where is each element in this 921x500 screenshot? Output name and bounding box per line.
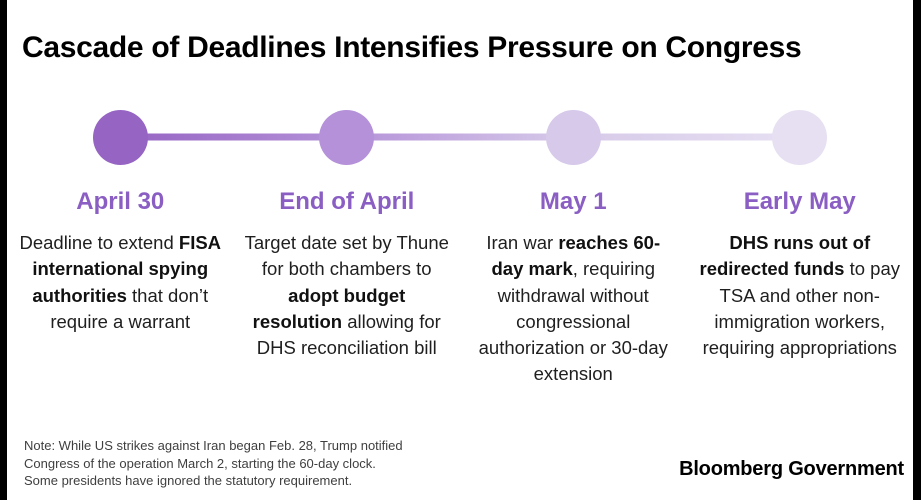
timeline-item-description: DHS runs out of redirected funds to pay … xyxy=(699,232,901,359)
left-edge-bar xyxy=(0,0,7,500)
timeline-item: May 1 Iran war reaches 60-day mark, requ… xyxy=(460,188,687,388)
timeline-item-date: April 30 xyxy=(76,188,165,215)
footnote-line: Congress of the operation March 2, start… xyxy=(24,455,376,471)
timeline-dot-end-of-april xyxy=(319,109,375,165)
timeline-item-date: End of April xyxy=(279,188,415,215)
timeline-items: April 30 Deadline to extend FISA interna… xyxy=(7,188,913,388)
timeline-dot-april-30 xyxy=(92,109,148,165)
timeline-item: April 30 Deadline to extend FISA interna… xyxy=(7,188,234,388)
page-title: Cascade of Deadlines Intensifies Pressur… xyxy=(22,31,802,65)
timeline-item-description: Deadline to extend FISA international sp… xyxy=(19,232,222,332)
footnote-line: Some presidents have ignored the statuto… xyxy=(24,473,353,489)
timeline-item: Early May DHS runs out of redirected fun… xyxy=(687,188,914,388)
timeline xyxy=(7,105,913,169)
right-edge-bar xyxy=(913,0,921,500)
timeline-connector-line xyxy=(120,133,800,141)
footnote-line: Note: While US strikes against Iran bega… xyxy=(24,438,403,453)
footnote: Note: While US strikes against Iran bega… xyxy=(24,437,403,490)
timeline-item-date: May 1 xyxy=(539,188,607,215)
timeline-item: End of April Target date set by Thune fo… xyxy=(234,188,461,388)
timeline-dot-early-may xyxy=(772,109,828,165)
timeline-item-date: Early May xyxy=(743,188,856,215)
timeline-item-description: Target date set by Thune for both chambe… xyxy=(244,232,449,359)
timeline-item-description: Iran war reaches 60-day mark, requiring … xyxy=(478,232,668,385)
timeline-dots-row xyxy=(7,105,913,169)
timeline-dot-may-1 xyxy=(545,109,601,165)
bloomberg-government-logo: Bloomberg Government xyxy=(679,458,904,480)
